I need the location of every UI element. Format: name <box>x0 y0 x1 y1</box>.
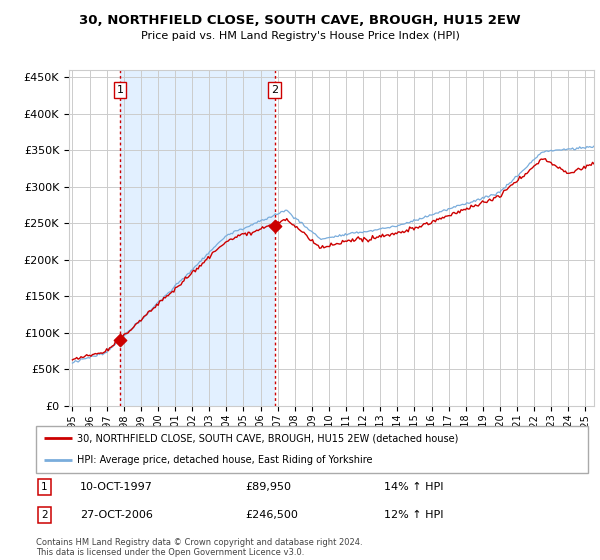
Text: £246,500: £246,500 <box>246 510 299 520</box>
Text: £89,950: £89,950 <box>246 482 292 492</box>
Bar <box>120 70 275 406</box>
Text: 12% ↑ HPI: 12% ↑ HPI <box>384 510 443 520</box>
Text: 27-OCT-2006: 27-OCT-2006 <box>80 510 153 520</box>
Text: 1: 1 <box>41 482 47 492</box>
Text: Price paid vs. HM Land Registry's House Price Index (HPI): Price paid vs. HM Land Registry's House … <box>140 31 460 41</box>
Text: HPI: Average price, detached house, East Riding of Yorkshire: HPI: Average price, detached house, East… <box>77 455 373 465</box>
Text: 30, NORTHFIELD CLOSE, SOUTH CAVE, BROUGH, HU15 2EW: 30, NORTHFIELD CLOSE, SOUTH CAVE, BROUGH… <box>79 14 521 27</box>
Point <box>115 336 125 345</box>
Text: 2: 2 <box>41 510 47 520</box>
Text: 10-OCT-1997: 10-OCT-1997 <box>80 482 153 492</box>
Text: Contains HM Land Registry data © Crown copyright and database right 2024.
This d: Contains HM Land Registry data © Crown c… <box>36 538 362 557</box>
Text: 30, NORTHFIELD CLOSE, SOUTH CAVE, BROUGH, HU15 2EW (detached house): 30, NORTHFIELD CLOSE, SOUTH CAVE, BROUGH… <box>77 433 459 444</box>
Text: 14% ↑ HPI: 14% ↑ HPI <box>384 482 443 492</box>
Text: 2: 2 <box>271 85 278 95</box>
Point <box>270 221 280 230</box>
Text: 1: 1 <box>116 85 124 95</box>
